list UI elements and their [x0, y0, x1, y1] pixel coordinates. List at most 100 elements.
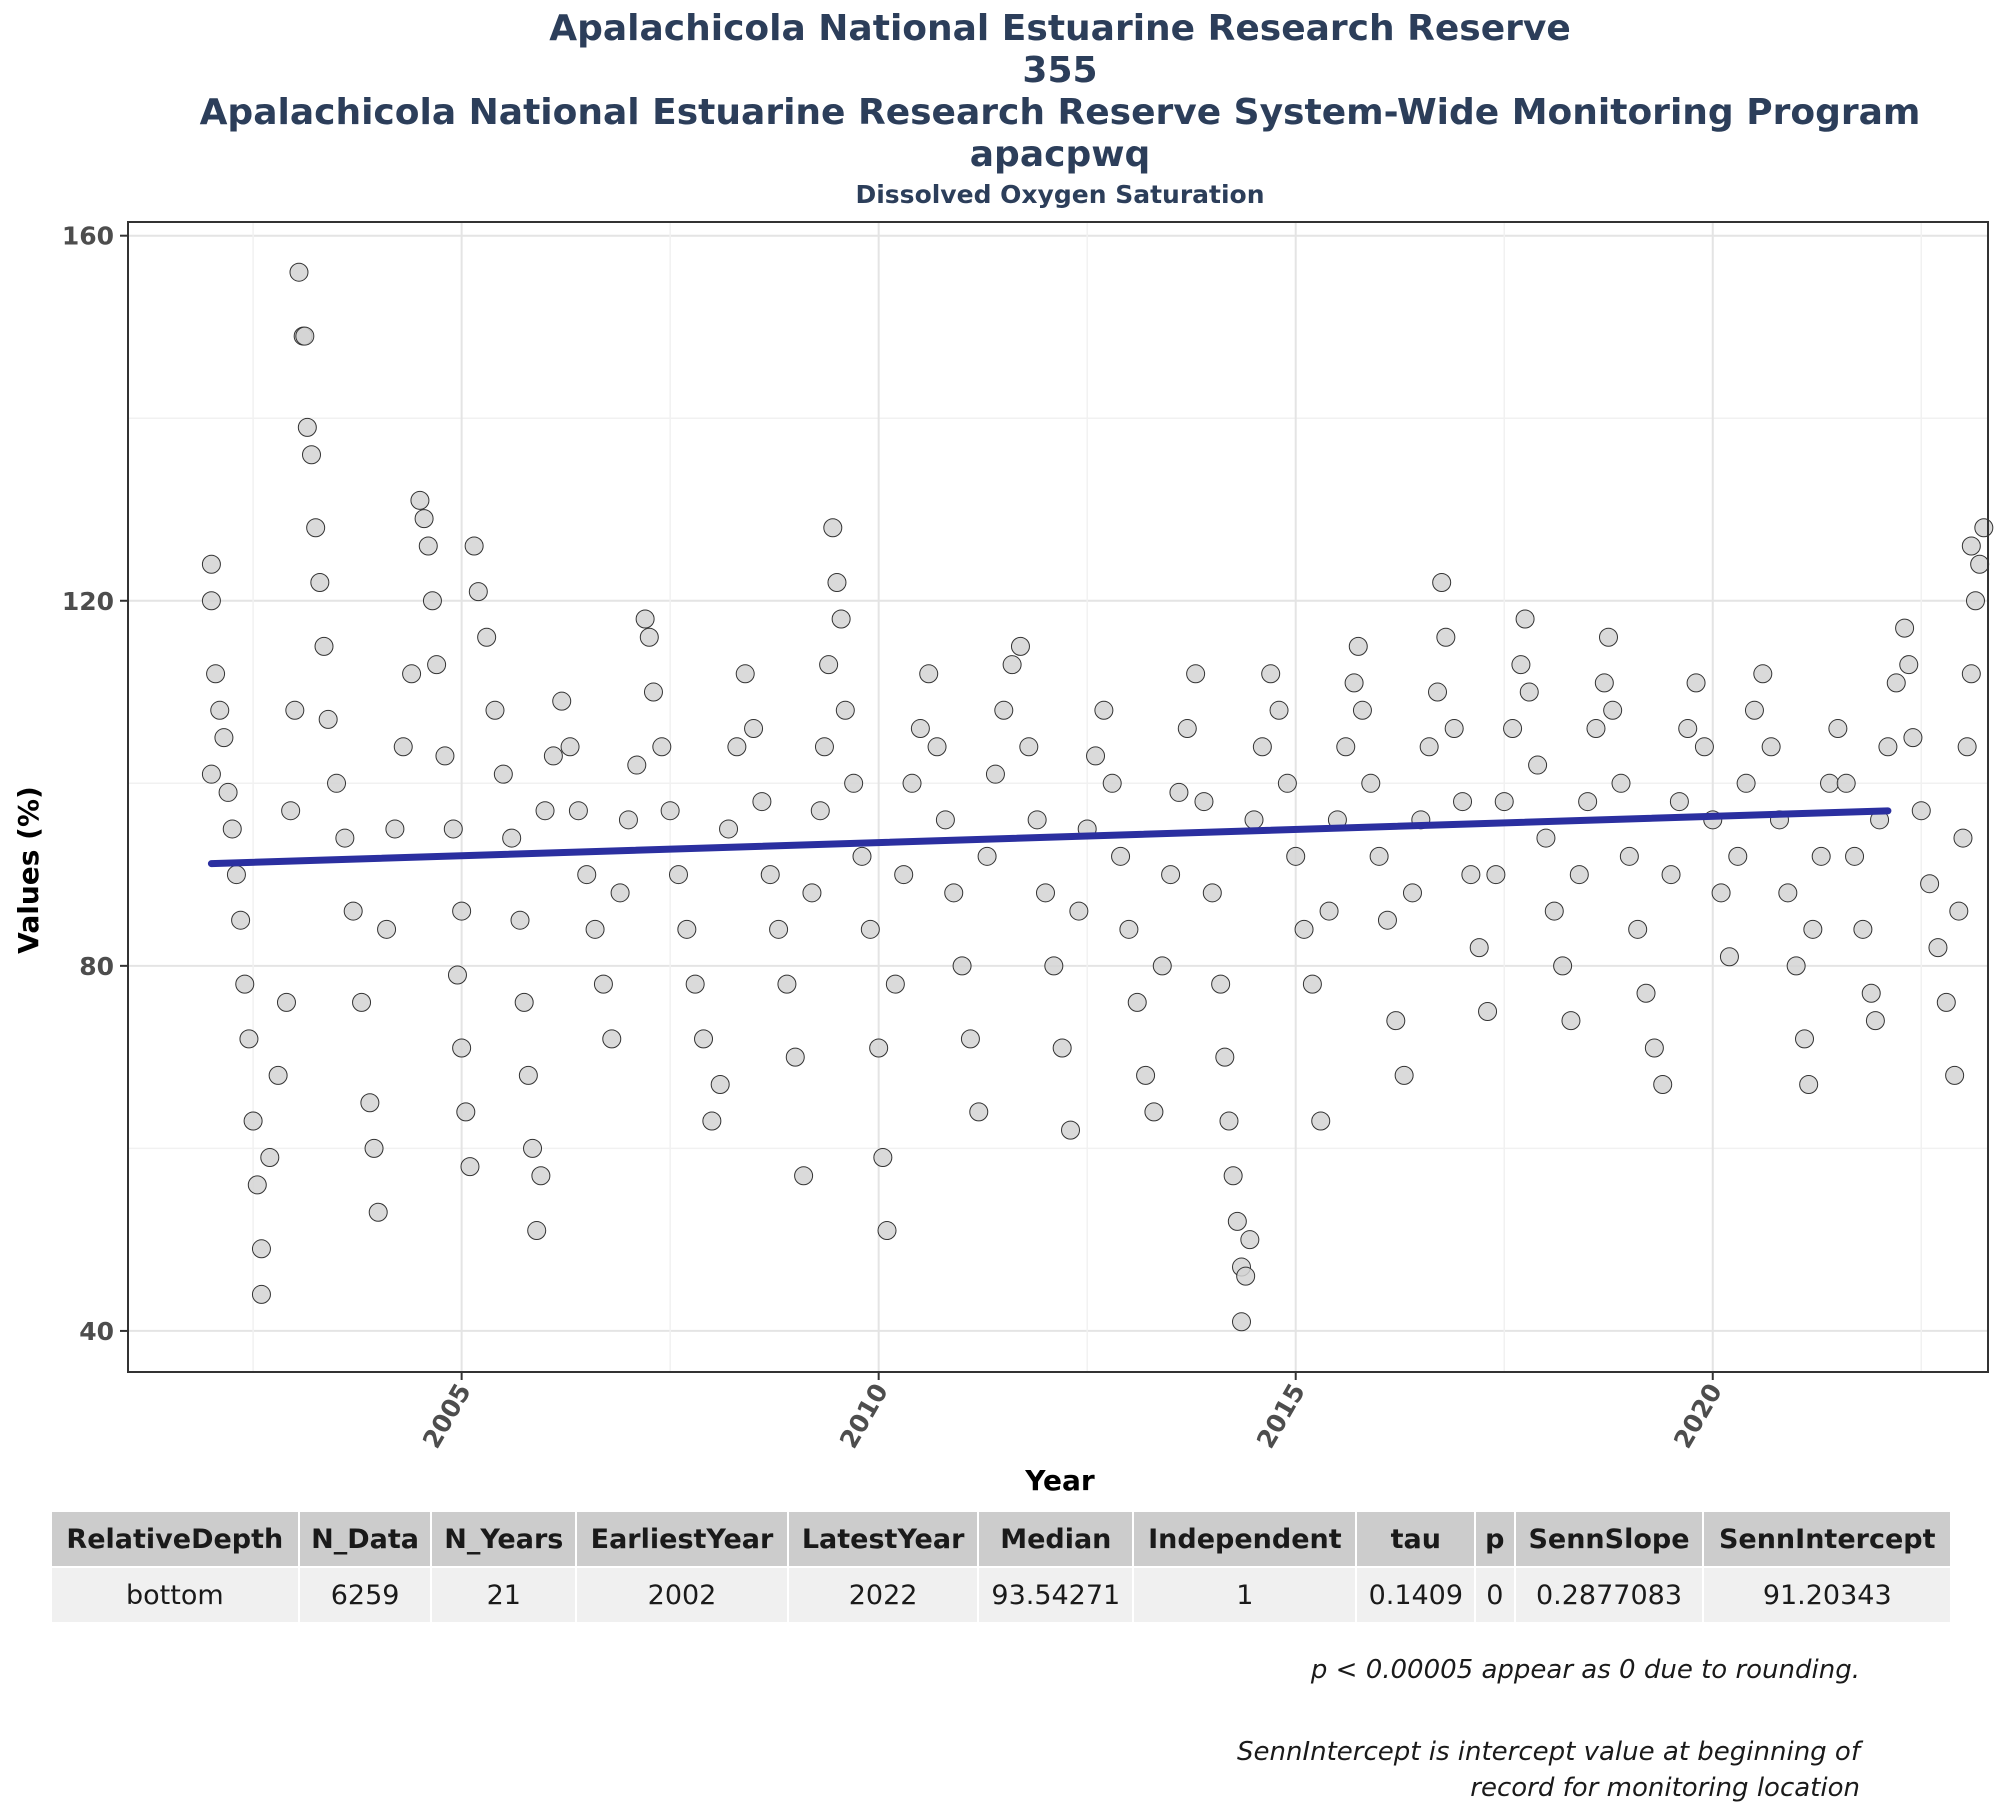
data-point [1469, 938, 1489, 958]
data-point [639, 627, 659, 647]
data-point [1294, 919, 1314, 939]
data-point [393, 737, 413, 757]
data-point [1094, 700, 1114, 720]
chart-subtitle: Dissolved Oxygen Saturation [855, 180, 1265, 209]
data-point [452, 901, 472, 921]
data-point [1928, 938, 1948, 958]
table-row: bottom 6259 21 2002 2022 93.54271 1 0.14… [52, 1566, 1952, 1622]
data-point [1603, 700, 1623, 720]
cell-relativedepth: bottom [52, 1566, 300, 1622]
data-point [1586, 719, 1606, 739]
data-point [485, 700, 505, 720]
data-point [835, 700, 855, 720]
data-point [1561, 1011, 1581, 1031]
data-point [1536, 828, 1556, 848]
data-point [1344, 673, 1364, 693]
data-point [410, 490, 430, 510]
footnote-p-rounding: p < 0.00005 appear as 0 due to rounding. [1310, 1655, 1860, 1685]
data-point [1761, 737, 1781, 757]
data-point [422, 591, 442, 611]
cell-earliestyear: 2002 [576, 1566, 789, 1622]
data-point [1386, 1011, 1406, 1031]
data-point [668, 865, 688, 885]
cell-n-data: 6259 [298, 1566, 433, 1622]
data-point [201, 591, 221, 611]
data-point [1619, 846, 1639, 866]
data-point [969, 1102, 989, 1122]
data-point [460, 1157, 480, 1177]
data-point [810, 801, 830, 821]
data-point [1461, 865, 1481, 885]
data-point [1186, 664, 1206, 684]
data-point [1949, 901, 1969, 921]
data-point [1252, 737, 1272, 757]
data-point [1319, 901, 1339, 921]
data-point [643, 682, 663, 702]
data-point [1528, 755, 1548, 775]
header-independent: Independent [1133, 1512, 1358, 1567]
cell-tau: 0.1409 [1356, 1566, 1477, 1622]
data-point [1961, 536, 1981, 556]
data-point [785, 1047, 805, 1067]
data-point [477, 627, 497, 647]
data-point [702, 1111, 722, 1131]
data-point [1598, 627, 1618, 647]
header-median: Median [978, 1512, 1135, 1567]
data-point [1152, 956, 1172, 976]
data-point [877, 1221, 897, 1241]
x-axis: 2005 2010 2015 2020 [417, 1372, 1728, 1453]
data-point [218, 782, 238, 802]
data-point [285, 700, 305, 720]
data-point [1920, 874, 1940, 894]
data-point [493, 764, 513, 784]
data-point [510, 910, 530, 930]
data-point [327, 773, 347, 793]
chart-titles: Apalachicola National Estuarine Research… [0, 8, 2000, 212]
header-p: p [1475, 1512, 1516, 1567]
data-point [860, 919, 880, 939]
data-point [1231, 1312, 1251, 1332]
data-point [531, 1166, 551, 1186]
data-point [201, 554, 221, 574]
data-point [214, 728, 234, 748]
data-point [1811, 846, 1831, 866]
data-point [1799, 1075, 1819, 1094]
data-point [206, 664, 226, 684]
data-point [1861, 983, 1881, 1003]
data-point [1102, 773, 1122, 793]
data-point [1223, 1166, 1243, 1186]
data-point [1961, 664, 1981, 684]
data-point [1052, 1038, 1072, 1058]
data-point [1895, 618, 1915, 638]
data-point [414, 509, 434, 529]
data-point [1878, 737, 1898, 757]
header-earliestyear: EarliestYear [576, 1512, 789, 1567]
header-n-years: N_Years [431, 1512, 578, 1567]
data-point [527, 1221, 547, 1241]
data-point [1628, 919, 1648, 939]
data-point [1432, 573, 1452, 593]
data-point [1302, 974, 1322, 994]
data-point [235, 974, 255, 994]
data-point [885, 974, 905, 994]
data-point [1127, 992, 1147, 1012]
data-point [1795, 1029, 1815, 1049]
data-point [535, 801, 555, 821]
data-point [1236, 1266, 1256, 1286]
data-point [1419, 737, 1439, 757]
trend-line [207, 807, 1892, 868]
data-point [1669, 792, 1689, 812]
data-point [1486, 865, 1506, 885]
data-point [1215, 1047, 1235, 1067]
data-point [1778, 883, 1798, 903]
data-point [827, 573, 847, 593]
data-point [618, 810, 638, 830]
data-point [318, 709, 338, 729]
data-point [744, 719, 764, 739]
data-point [1086, 746, 1106, 766]
data-point [1444, 719, 1464, 739]
data-point [314, 636, 334, 656]
data-point [452, 1038, 472, 1058]
data-point [1970, 554, 1990, 574]
data-point [435, 746, 455, 766]
